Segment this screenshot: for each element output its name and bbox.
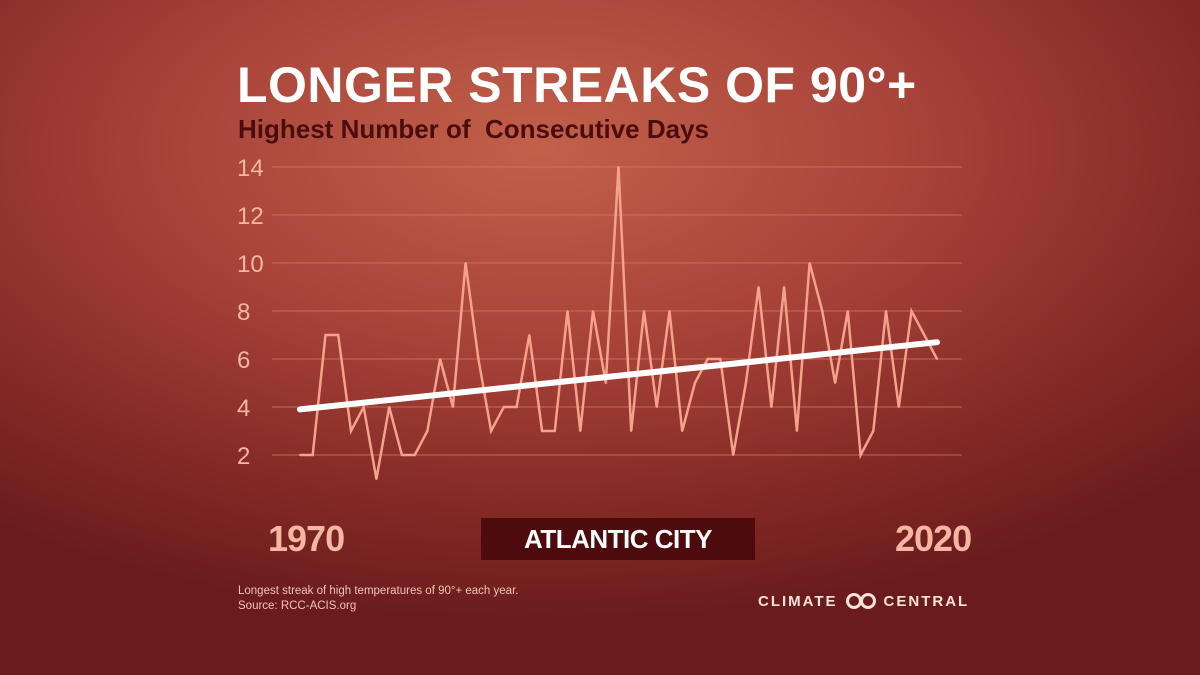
location-badge: ATLANTIC CITY <box>481 518 755 560</box>
series-line <box>300 166 939 480</box>
x-axis-end-label: 2020 <box>895 518 972 559</box>
data-point <box>885 310 887 312</box>
chart-title: LONGER STREAKS OF 90°+ <box>237 57 917 113</box>
data-point <box>413 454 416 456</box>
data-point <box>311 454 314 456</box>
data-point <box>910 310 913 312</box>
data-point <box>706 358 709 360</box>
data-point <box>630 430 633 432</box>
chart-subtitle: Highest Number of Consecutive Days <box>238 114 709 144</box>
data-point <box>655 406 658 408</box>
data-point <box>643 310 645 312</box>
data-point <box>464 262 467 264</box>
data-point <box>872 430 875 432</box>
footnote-source: Source: RCC-ACIS.org <box>238 600 357 612</box>
data-points <box>299 166 938 480</box>
climate-central-logo: CLIMATE CENTRAL <box>758 592 969 610</box>
data-point <box>821 310 824 312</box>
data-point <box>299 454 301 456</box>
y-axis-tick-labels: 2 4 6 8 10 12 14 <box>237 155 264 470</box>
data-point <box>515 406 518 408</box>
data-point <box>528 334 531 336</box>
linked-rings-icon <box>845 593 876 609</box>
x-axis-start-label: 1970 <box>268 518 345 559</box>
data-point <box>426 430 429 432</box>
data-point <box>744 382 747 384</box>
y-tick-label: 14 <box>237 155 264 182</box>
data-point <box>375 478 378 480</box>
data-point <box>502 406 505 408</box>
data-point <box>757 286 760 288</box>
brand-word-right: CENTRAL <box>883 592 970 610</box>
data-point <box>693 382 696 384</box>
y-tick-label: 4 <box>237 395 250 422</box>
data-point <box>668 310 671 312</box>
data-point <box>897 406 900 408</box>
y-tick-label: 10 <box>237 251 264 278</box>
y-tick-label: 12 <box>237 203 264 230</box>
data-point <box>783 286 786 288</box>
data-point <box>732 454 735 456</box>
data-point <box>490 430 493 432</box>
data-point <box>451 406 454 408</box>
data-point <box>770 406 773 408</box>
data-point <box>350 430 352 432</box>
data-point <box>681 430 684 432</box>
footnote: Longest streak of high temperatures of 9… <box>238 584 518 614</box>
data-point <box>846 310 849 312</box>
data-point <box>923 334 926 336</box>
data-point <box>604 382 607 384</box>
data-point <box>795 430 798 432</box>
y-tick-label: 6 <box>237 347 250 374</box>
data-point <box>936 358 938 360</box>
data-point <box>859 454 862 456</box>
data-point <box>808 262 811 264</box>
data-point <box>834 382 837 384</box>
data-point <box>592 310 594 312</box>
data-point <box>477 358 480 360</box>
data-point <box>617 166 620 168</box>
trend-line <box>297 339 940 413</box>
brand-word-left: CLIMATE <box>758 592 838 610</box>
data-point <box>541 430 544 432</box>
data-point <box>362 406 365 408</box>
data-point <box>719 358 722 360</box>
data-point <box>579 430 582 432</box>
data-point <box>439 358 442 360</box>
y-tick-label: 8 <box>237 299 250 326</box>
data-point <box>553 430 556 432</box>
data-point <box>566 310 569 312</box>
data-point <box>400 454 403 456</box>
data-point <box>324 334 327 336</box>
y-tick-label: 2 <box>237 443 250 470</box>
footnote-description: Longest streak of high temperatures of 9… <box>238 585 519 597</box>
data-point <box>337 334 340 336</box>
data-point <box>388 406 391 408</box>
